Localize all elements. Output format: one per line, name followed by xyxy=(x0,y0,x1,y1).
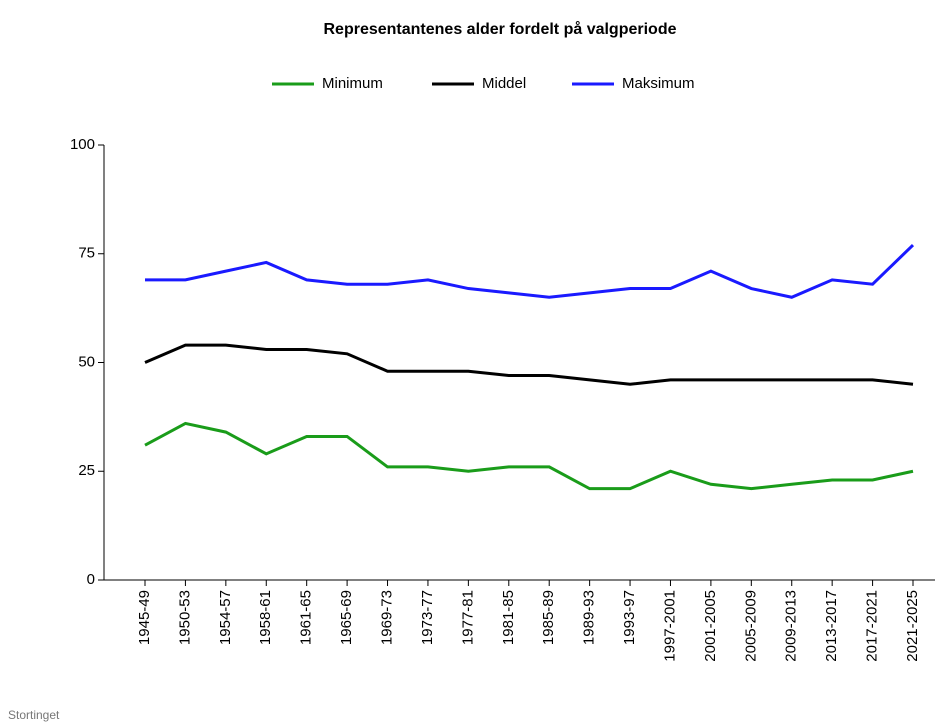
x-tick-label: 2001-2005 xyxy=(702,590,719,662)
y-tick-label: 0 xyxy=(87,571,95,588)
x-tick-label: 2013-2017 xyxy=(823,590,840,662)
x-tick-label: 2017-2021 xyxy=(864,590,881,662)
x-tick-label: 1973-77 xyxy=(419,590,436,645)
x-tick-label: 1950-53 xyxy=(176,590,193,645)
legend-label: Minimum xyxy=(322,75,383,92)
y-tick-label: 75 xyxy=(78,245,95,262)
x-tick-label: 1958-61 xyxy=(257,590,274,645)
x-tick-label: 1954-57 xyxy=(217,590,234,645)
x-tick-label: 1961-65 xyxy=(298,590,315,645)
x-tick-label: 2009-2013 xyxy=(783,590,800,662)
chart-title: Representantenes alder fordelt på valgpe… xyxy=(324,20,677,38)
source: Stortinget xyxy=(8,708,60,722)
x-tick-label: 1997-2001 xyxy=(661,590,678,662)
x-tick-label: 1965-69 xyxy=(338,590,355,645)
y-tick-label: 100 xyxy=(70,136,95,153)
x-tick-label: 1993-97 xyxy=(621,590,638,645)
x-tick-label: 1969-73 xyxy=(378,590,395,645)
x-tick-label: 1945-49 xyxy=(136,590,153,645)
legend-label: Middel xyxy=(482,75,526,92)
x-tick-label: 2005-2009 xyxy=(742,590,759,662)
x-tick-label: 1989-93 xyxy=(581,590,598,645)
legend-label: Maksimum xyxy=(622,75,695,92)
x-tick-label: 1977-81 xyxy=(459,590,476,645)
series-line xyxy=(144,421,914,491)
series-line xyxy=(145,243,915,299)
series-line xyxy=(144,343,914,386)
y-tick-label: 50 xyxy=(78,353,95,370)
x-tick-label: 1981-85 xyxy=(500,590,517,645)
y-tick-label: 25 xyxy=(78,462,95,479)
x-tick-label: 1985-89 xyxy=(540,590,557,645)
x-tick-label: 2021-2025 xyxy=(904,590,921,662)
